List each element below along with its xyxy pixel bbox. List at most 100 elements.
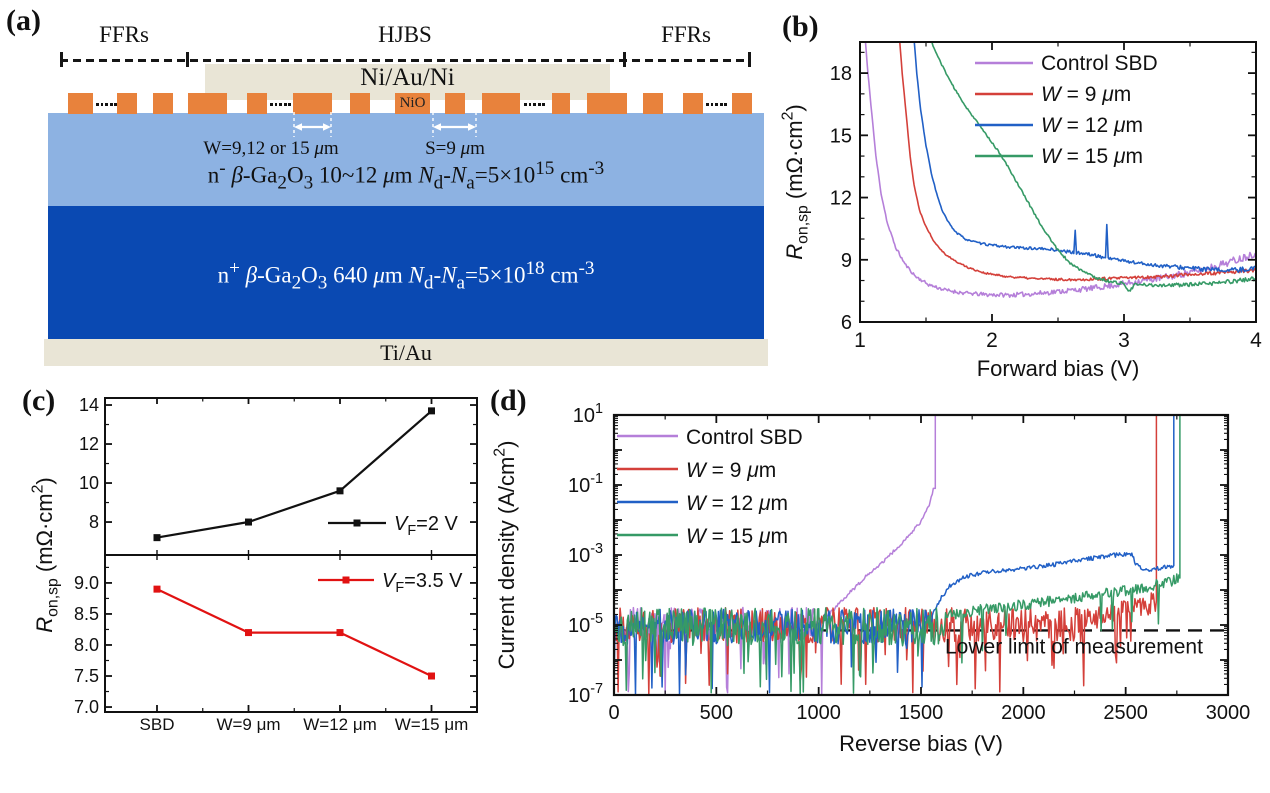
marker-square-icon bbox=[153, 585, 161, 593]
s-arrow-head-icon bbox=[433, 123, 441, 131]
ellipsis-dots-icon bbox=[537, 103, 541, 106]
series-w-9-um bbox=[898, 42, 1256, 282]
drift-layer-label: n- β-Ga2O3 10~12 μm Nd-Na=5×1015 cm-3 bbox=[207, 158, 605, 194]
ellipsis-dots-icon bbox=[724, 103, 728, 106]
ellipsis-dots-icon bbox=[96, 103, 99, 106]
s-dimension-label: S=9 μm bbox=[425, 138, 485, 159]
y-tick-label: 14 bbox=[79, 395, 99, 415]
marker-square-icon bbox=[336, 487, 344, 495]
ellipsis-dots-icon bbox=[706, 103, 709, 106]
nio-blocks-row: NiO bbox=[0, 0, 770, 380]
marker-square-icon bbox=[245, 518, 252, 526]
drift-layer bbox=[48, 113, 764, 206]
category-label: SBD bbox=[140, 715, 175, 734]
panel-c-label: (c) bbox=[22, 384, 56, 417]
ellipsis-dots-icon bbox=[105, 103, 108, 106]
y-tick-label: 10-3 bbox=[568, 541, 603, 567]
nio-block bbox=[350, 93, 370, 114]
lower-limit-label: Lower limit of measurement bbox=[945, 635, 1203, 658]
bracket-tick bbox=[60, 52, 63, 67]
panel-a-schematic: FFRs HJBS FFRs Ni/Au/Ni NiO W=9,12 or 15… bbox=[0, 0, 770, 380]
ellipsis-dots-icon bbox=[288, 103, 292, 106]
ellipsis-dots-icon bbox=[114, 103, 118, 106]
ellipsis-dots-icon bbox=[542, 103, 546, 106]
substrate-layer-label: n+ β-Ga2O3 640 μm Nd-Na=5×1018 cm-3 bbox=[217, 258, 595, 294]
x-axis-label: Forward bias (V) bbox=[977, 356, 1140, 381]
ellipsis-dots-icon bbox=[528, 103, 532, 106]
legend-entry: W = 15 μm bbox=[686, 525, 788, 548]
ellipsis-dots-icon bbox=[274, 103, 278, 106]
x-tick-label: 4 bbox=[1250, 329, 1262, 352]
substrate-layer bbox=[48, 206, 764, 339]
nio-block-labeled: NiO bbox=[395, 93, 430, 114]
s-arrow-head-icon bbox=[468, 123, 476, 131]
nio-block bbox=[732, 93, 752, 114]
anode-metal-label: Ni/Au/Ni bbox=[360, 64, 455, 91]
y-tick-label: 8.0 bbox=[74, 635, 99, 655]
panel-a-label: (a) bbox=[6, 4, 41, 37]
x-tick-label: 2 bbox=[986, 329, 998, 352]
marker-square-icon bbox=[245, 629, 252, 637]
nio-block bbox=[247, 93, 267, 114]
y-tick-label: 8.5 bbox=[74, 604, 99, 624]
nio-block bbox=[293, 93, 332, 114]
legend-entry: W = 9 μm bbox=[1041, 83, 1131, 106]
legend-entry: VF=2 V bbox=[394, 513, 459, 539]
nio-block bbox=[482, 93, 520, 114]
x-tick-label: 1000 bbox=[796, 702, 841, 724]
marker-square-icon bbox=[428, 672, 435, 680]
chart-ronsp-vs-device: 8 10 12 14 9.0 8.5 8.0 7.5 7.0 SBD W=9 μm W=12 μm W=… bbox=[29, 395, 478, 734]
nio-block bbox=[683, 93, 703, 114]
series-group bbox=[864, 42, 1256, 299]
ellipsis-dots-icon bbox=[710, 103, 714, 106]
series-w-15-um bbox=[931, 42, 1256, 292]
x-axis-label: Reverse bias (V) bbox=[839, 731, 1003, 756]
bracket-tick bbox=[748, 52, 751, 67]
series-vf-2v bbox=[156, 410, 433, 539]
y-tick-label: 10-1 bbox=[568, 471, 603, 497]
legend-marker-icon bbox=[342, 576, 350, 584]
series-vf-3-5v bbox=[156, 588, 432, 677]
legend-entry: Control SBD bbox=[686, 426, 803, 449]
cathode-metal-layer bbox=[44, 339, 768, 366]
nio-block bbox=[643, 93, 663, 114]
x-tick-label: 500 bbox=[700, 702, 733, 724]
y-tick-label: 18 bbox=[830, 63, 852, 85]
marker-square-icon bbox=[153, 534, 161, 542]
series-group bbox=[614, 415, 1181, 695]
nio-block bbox=[188, 93, 227, 114]
w-dimension-label: W=9,12 or 15 μm bbox=[203, 138, 339, 159]
y-tick-label: 10 bbox=[79, 473, 99, 493]
category-label: W=9 μm bbox=[216, 715, 280, 734]
ellipsis-dots-icon bbox=[533, 103, 536, 106]
region-label-ffrs-right: FFRs bbox=[661, 22, 711, 47]
legend-entry: W = 12 μm bbox=[1041, 114, 1143, 137]
legend-entry: VF=3.5 V bbox=[382, 570, 463, 596]
ellipsis-dots-icon bbox=[283, 103, 287, 106]
chart-reverse-bias-leakage: Lower limit of measurement 0 500 1000 1500 20… bbox=[491, 401, 1251, 756]
y-tick-label: 6 bbox=[841, 312, 852, 334]
x-tick-label: 2500 bbox=[1103, 702, 1148, 724]
region-bracket-line bbox=[60, 59, 750, 62]
w-arrow-head-icon bbox=[323, 123, 331, 131]
nio-block bbox=[153, 93, 173, 114]
x-tick-label: 3000 bbox=[1206, 702, 1251, 724]
ellipsis-dots-icon bbox=[719, 103, 723, 106]
category-label: W=12 μm bbox=[303, 715, 377, 734]
series-control-sbd bbox=[864, 42, 1256, 299]
ellipsis-dots-icon bbox=[279, 103, 282, 106]
nio-block bbox=[445, 93, 465, 114]
panel-b-label: (b) bbox=[782, 10, 819, 43]
y-tick-label: 7.0 bbox=[74, 697, 99, 717]
y-tick-label: 7.5 bbox=[74, 666, 99, 686]
x-tick-label: 1500 bbox=[899, 702, 944, 724]
marker-square-icon bbox=[428, 407, 435, 415]
y-tick-label: 15 bbox=[830, 125, 852, 147]
ellipsis-dots-icon bbox=[100, 103, 104, 106]
y-tick-label: 10-5 bbox=[568, 611, 603, 637]
legend-entry: W = 9 μm bbox=[686, 459, 776, 482]
series-w-15-um bbox=[614, 415, 1181, 695]
w-arrow-head-icon bbox=[294, 123, 302, 131]
legend-marker-icon bbox=[353, 519, 361, 527]
